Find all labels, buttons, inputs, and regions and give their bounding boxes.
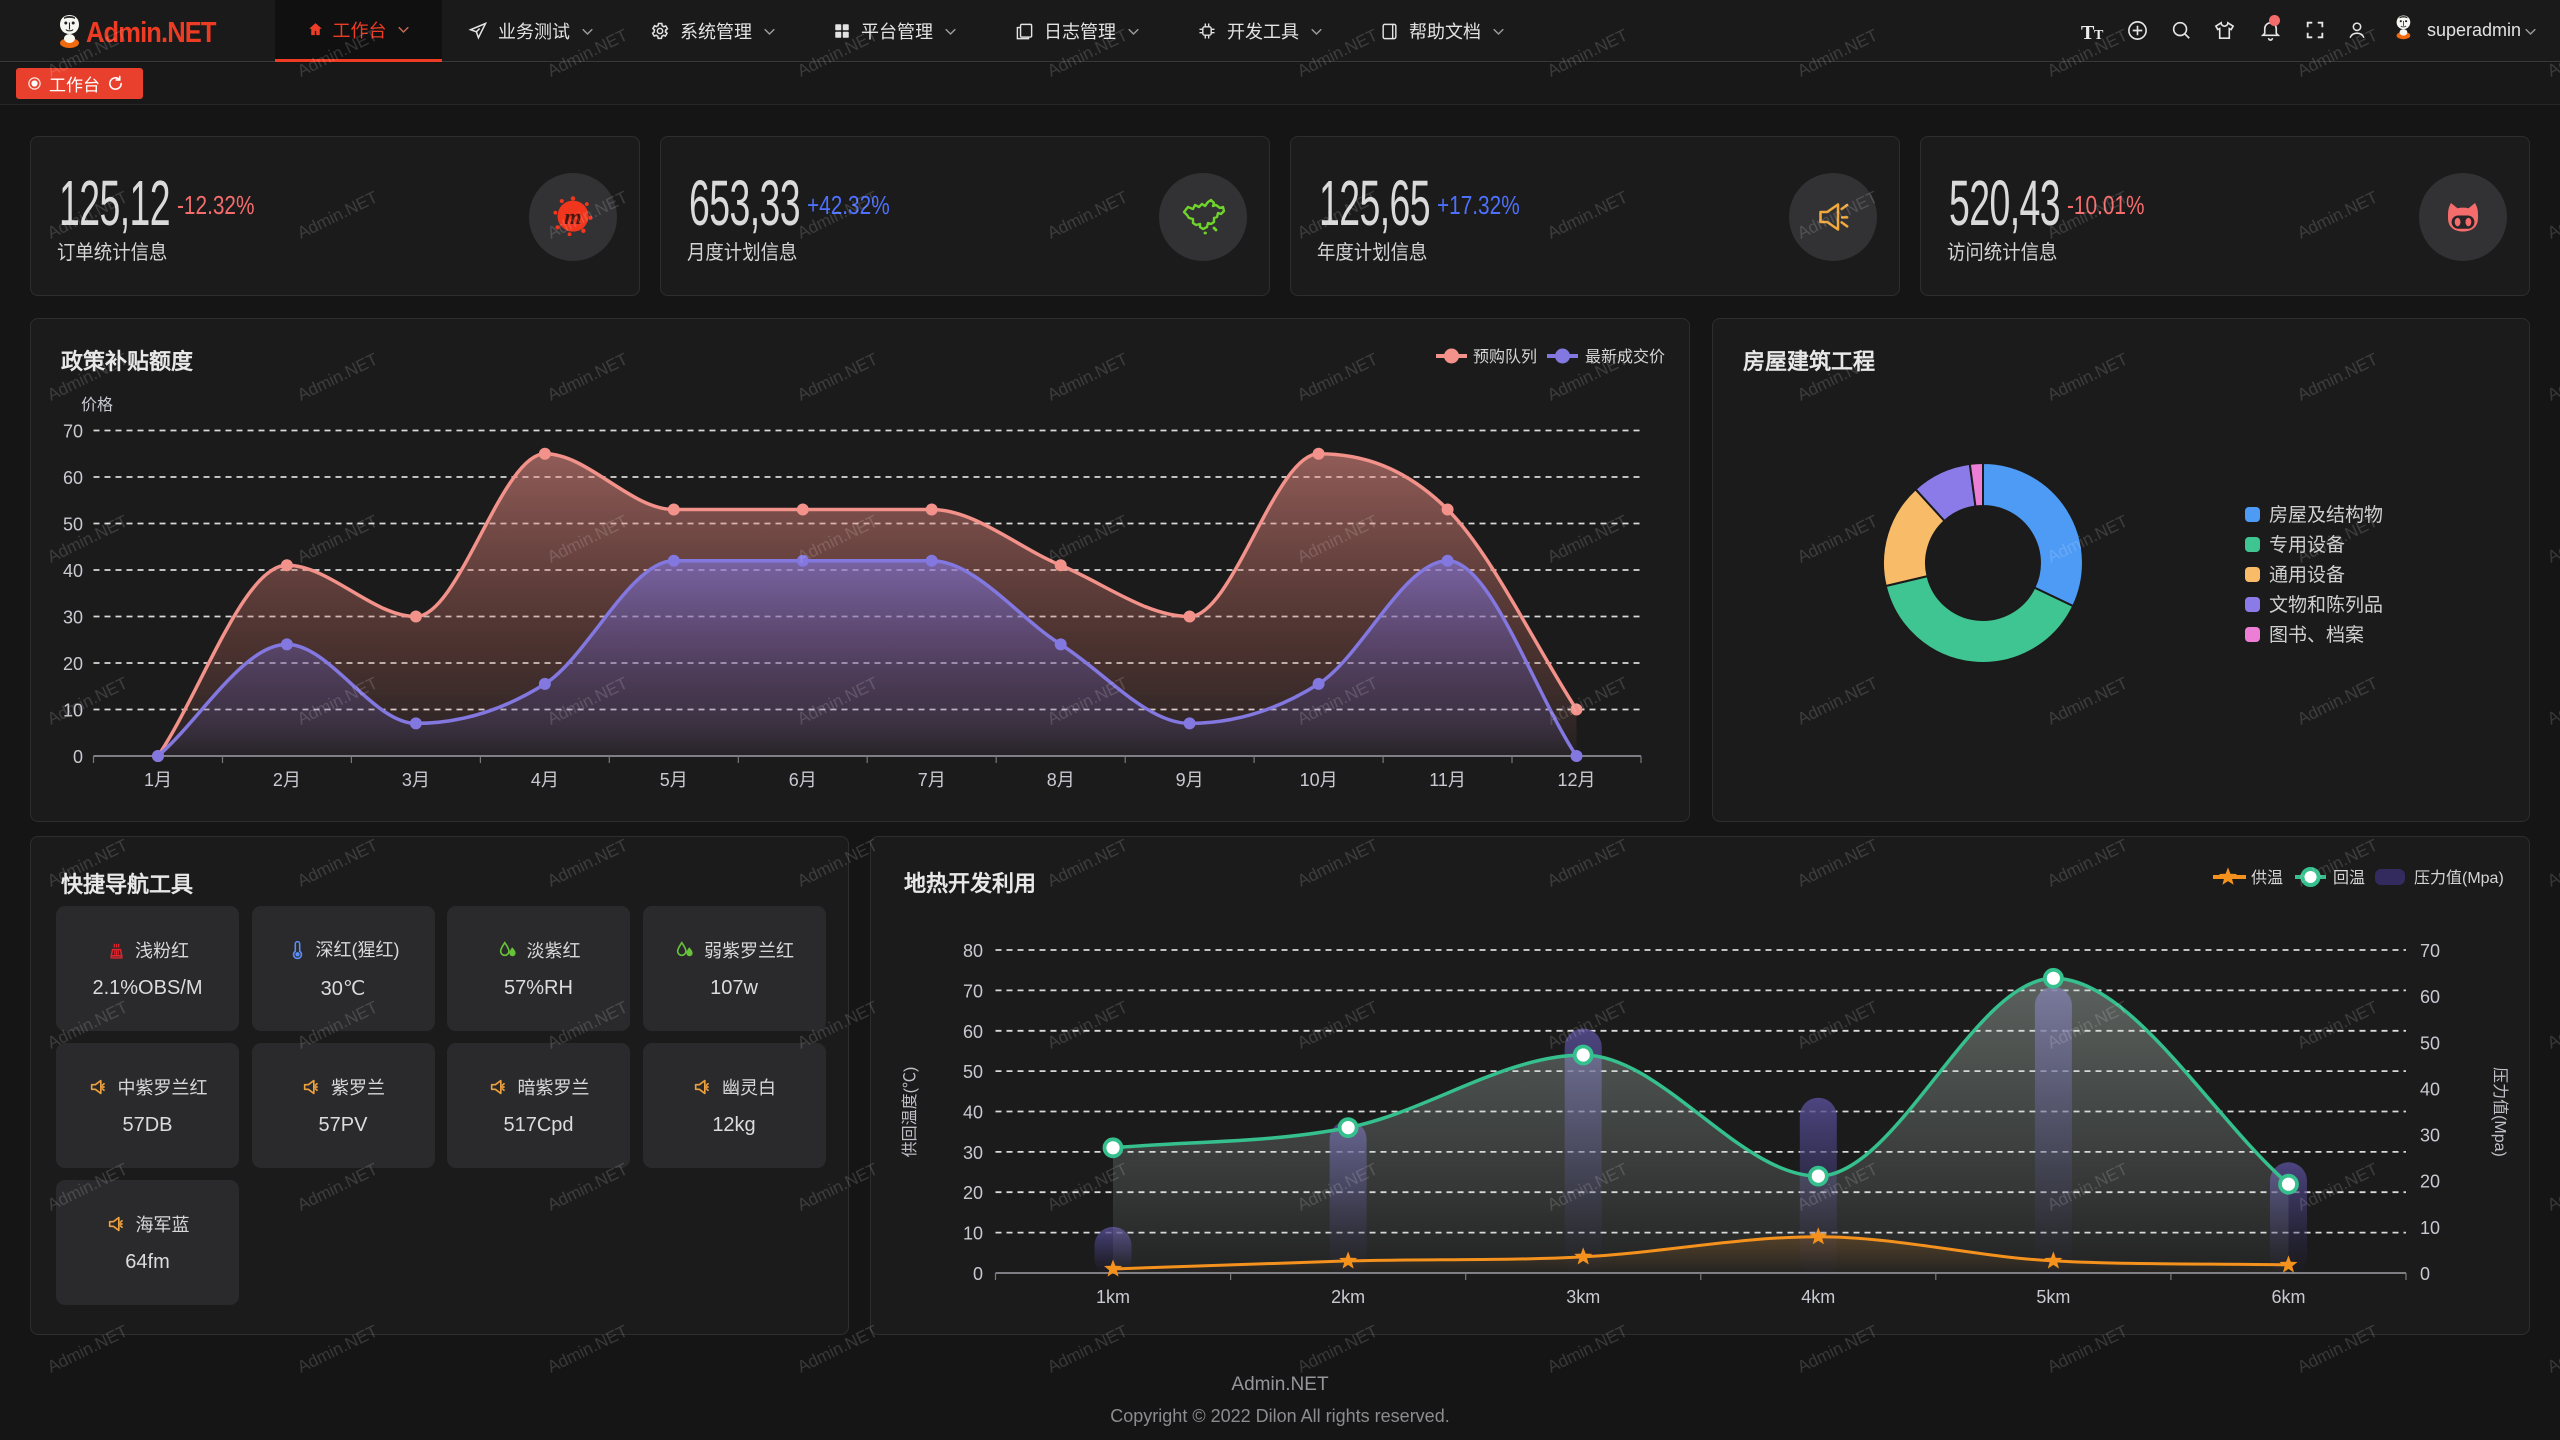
svg-text:地热开发利用: 地热开发利用 [904,871,1036,896]
svg-text:3月: 3月 [402,770,430,790]
svg-text:11月: 11月 [1429,770,1466,790]
svg-text:供回温度(℃): 供回温度(℃) [901,1067,919,1158]
svg-text:30: 30 [963,1143,983,1163]
svg-text:T: T [2081,22,2095,44]
svg-text:2km: 2km [1331,1287,1365,1307]
svg-text:40: 40 [63,561,83,581]
svg-text:50: 50 [63,515,83,535]
svg-text:政策补贴额度: 政策补贴额度 [61,349,194,374]
svg-text:房屋及结构物: 房屋及结构物 [2269,504,2383,526]
svg-text:1km: 1km [1096,1287,1130,1307]
svg-text:m: m [564,204,581,229]
svg-text:20: 20 [63,654,83,674]
svg-text:12月: 12月 [1557,770,1595,790]
svg-text:5km: 5km [2036,1287,2070,1307]
svg-text:4km: 4km [1801,1287,1835,1307]
svg-text:0: 0 [2420,1264,2430,1284]
svg-text:30: 30 [2420,1126,2440,1146]
svg-text:30: 30 [63,608,83,628]
svg-text:回温: 回温 [2333,869,2365,887]
svg-text:4月: 4月 [531,770,559,790]
svg-text:70: 70 [963,981,983,1001]
svg-text:10: 10 [63,701,83,721]
svg-text:10: 10 [2420,1218,2440,1238]
svg-text:20: 20 [2420,1172,2440,1192]
svg-text:压力值(Mpa): 压力值(Mpa) [2491,1067,2509,1157]
svg-text:通用设备: 通用设备 [2269,564,2345,586]
svg-text:6km: 6km [2271,1287,2305,1307]
svg-text:压力值(Mpa): 压力值(Mpa) [2414,869,2504,887]
svg-text:1月: 1月 [144,770,172,790]
svg-text:2月: 2月 [273,770,301,790]
svg-text:0: 0 [973,1264,983,1284]
svg-text:70: 70 [2420,941,2440,961]
svg-text:专用设备: 专用设备 [2269,534,2345,556]
svg-text:价格: 价格 [81,396,113,414]
svg-text:60: 60 [963,1022,983,1042]
svg-text:5月: 5月 [660,770,688,790]
svg-text:T: T [2094,28,2104,43]
svg-text:20: 20 [963,1183,983,1203]
svg-text:40: 40 [2420,1079,2440,1099]
svg-text:最新成交价: 最新成交价 [1585,348,1665,366]
svg-text:60: 60 [63,468,83,488]
svg-text:10月: 10月 [1300,770,1338,790]
svg-text:10: 10 [963,1224,983,1244]
svg-text:6月: 6月 [789,770,817,790]
svg-text:文物和陈列品: 文物和陈列品 [2269,594,2383,616]
svg-text:50: 50 [2420,1033,2440,1053]
svg-text:0: 0 [73,747,83,767]
svg-text:7月: 7月 [918,770,946,790]
svg-text:70: 70 [63,422,83,442]
svg-text:房屋建筑工程: 房屋建筑工程 [1743,349,1875,374]
svg-text:60: 60 [2420,987,2440,1007]
svg-text:40: 40 [963,1103,983,1123]
svg-text:图书、档案: 图书、档案 [2269,624,2364,646]
svg-text:3km: 3km [1566,1287,1600,1307]
svg-text:80: 80 [963,941,983,961]
svg-text:供温: 供温 [2251,869,2283,887]
svg-text:9月: 9月 [1176,770,1204,790]
svg-text:8月: 8月 [1047,770,1075,790]
svg-text:预购队列: 预购队列 [1473,348,1537,366]
svg-text:50: 50 [963,1062,983,1082]
